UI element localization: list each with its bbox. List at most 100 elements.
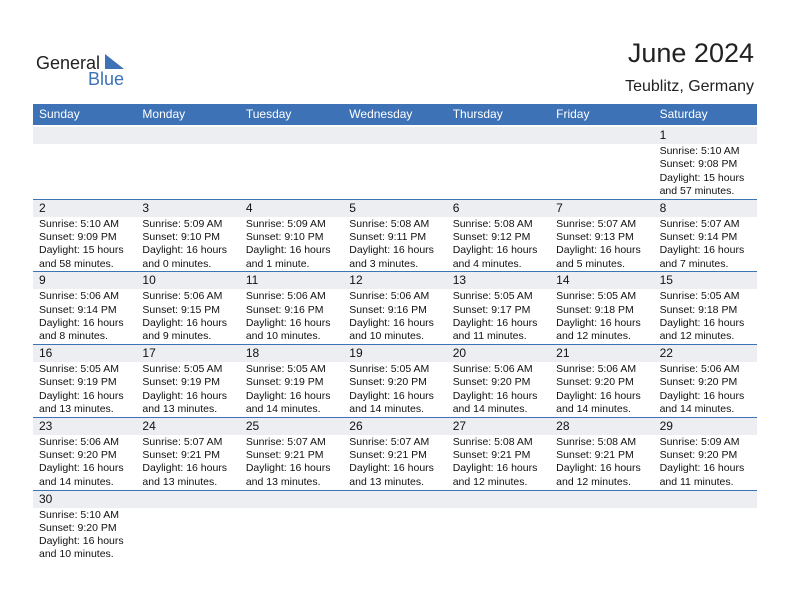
- day-info: and 13 minutes.: [142, 403, 218, 415]
- day-info: and 10 minutes.: [349, 330, 424, 343]
- day-info: Sunset: 9:20 PM: [452, 376, 531, 389]
- day-info: and 5 minutes.: [556, 257, 626, 270]
- day-info: Sunset: 9:20 PM: [39, 449, 117, 462]
- weekday-label: Friday: [556, 107, 590, 121]
- week-rule: [33, 416, 757, 418]
- day-info: Sunset: 9:21 PM: [349, 449, 427, 462]
- day-number: 25: [245, 418, 260, 433]
- day-number: 6: [452, 200, 460, 215]
- day-info: Sunrise: 5:07 AM: [142, 435, 223, 448]
- day-number: 24: [142, 418, 156, 433]
- day-number: 13: [452, 273, 467, 288]
- day-info: and 14 minutes.: [556, 403, 631, 415]
- day-info: Sunrise: 5:09 AM: [245, 217, 326, 230]
- day-info: and 11 minutes.: [659, 475, 734, 488]
- day-info: Sunrise: 5:06 AM: [349, 290, 430, 303]
- weekday-label: Thursday: [452, 107, 503, 121]
- day-info: Daylight: 16 hours: [452, 317, 538, 329]
- day-info: Sunset: 9:20 PM: [659, 376, 738, 389]
- date-band: [33, 199, 757, 217]
- day-info: and 10 minutes.: [39, 548, 114, 561]
- logo-word: General: [36, 53, 100, 73]
- day-info: Sunrise: 5:08 AM: [556, 435, 637, 448]
- day-info: Sunset: 9:20 PM: [39, 521, 117, 534]
- day-info: Sunset: 9:14 PM: [39, 303, 117, 316]
- date-band: [33, 272, 757, 290]
- day-number: 11: [245, 273, 259, 288]
- day-info: and 58 minutes.: [39, 257, 114, 270]
- day-info: Sunset: 9:08 PM: [659, 158, 738, 171]
- day-number: 1: [659, 128, 667, 142]
- weekday-header: [33, 104, 757, 125]
- day-info: and 10 minutes.: [245, 330, 321, 343]
- day-info: Sunrise: 5:06 AM: [659, 363, 740, 376]
- day-number: 21: [556, 346, 570, 361]
- day-info: and 4 minutes.: [452, 257, 522, 270]
- day-number: 29: [659, 418, 673, 433]
- week-rule: [33, 271, 757, 273]
- day-info: Daylight: 16 hours: [142, 317, 228, 329]
- date-band: [33, 417, 757, 435]
- day-number: 18: [245, 346, 260, 361]
- day-info: and 14 minutes.: [659, 403, 735, 415]
- week-rule: [33, 198, 757, 200]
- day-number: 16: [39, 346, 53, 361]
- day-info: and 7 minutes.: [659, 257, 729, 270]
- day-info: Daylight: 15 hours: [39, 244, 124, 257]
- day-number: 2: [39, 200, 46, 215]
- day-info: Sunset: 9:21 PM: [452, 449, 531, 462]
- day-info: Daylight: 16 hours: [349, 462, 434, 475]
- day-number: 8: [659, 200, 667, 215]
- day-info: and 1 minute.: [245, 257, 310, 270]
- day-info: Daylight: 16 hours: [452, 389, 538, 402]
- day-info: Sunset: 9:20 PM: [349, 376, 427, 389]
- day-info: Daylight: 16 hours: [659, 462, 745, 475]
- day-info: Daylight: 15 hours: [659, 171, 745, 184]
- day-info: Daylight: 16 hours: [39, 317, 124, 329]
- day-info: Sunset: 9:20 PM: [659, 449, 738, 462]
- weekday-label: Monday: [142, 107, 186, 121]
- day-info: Sunrise: 5:08 AM: [452, 217, 533, 230]
- day-info: and 13 minutes.: [349, 475, 424, 488]
- day-info: Sunrise: 5:06 AM: [556, 363, 637, 376]
- day-number: 12: [349, 273, 363, 288]
- day-number: 5: [349, 200, 356, 215]
- day-info: Sunrise: 5:10 AM: [39, 508, 119, 521]
- day-info: and 3 minutes.: [349, 257, 419, 270]
- day-number: 22: [659, 346, 673, 361]
- day-info: Sunrise: 5:08 AM: [452, 435, 533, 448]
- day-info: Sunrise: 5:05 AM: [349, 363, 430, 376]
- day-info: and 9 minutes.: [142, 330, 212, 343]
- logo-triangle: [105, 54, 124, 69]
- day-info: and 13 minutes.: [142, 475, 218, 488]
- day-info: and 13 minutes.: [39, 403, 114, 415]
- day-number: 26: [349, 418, 363, 433]
- day-info: Daylight: 16 hours: [39, 462, 124, 475]
- weekday-label: Tuesday: [245, 107, 292, 121]
- day-info: Sunrise: 5:06 AM: [452, 363, 533, 376]
- day-info: and 0 minutes.: [142, 257, 212, 270]
- day-number: 19: [349, 346, 363, 361]
- date-band: [33, 345, 757, 363]
- day-info: and 14 minutes.: [349, 403, 424, 415]
- day-info: Daylight: 16 hours: [39, 535, 124, 548]
- day-info: Sunrise: 5:06 AM: [39, 290, 119, 303]
- day-number: 17: [142, 346, 156, 361]
- day-number: 20: [452, 346, 467, 361]
- day-info: Sunrise: 5:07 AM: [245, 435, 326, 448]
- day-info: Sunrise: 5:06 AM: [142, 290, 223, 303]
- day-info: Sunrise: 5:05 AM: [245, 363, 326, 376]
- calendar-title: June 2024: [627, 38, 754, 68]
- day-info: Sunrise: 5:05 AM: [452, 290, 533, 303]
- day-info: Sunrise: 5:08 AM: [349, 217, 430, 230]
- week-rule: [33, 344, 757, 346]
- day-info: Sunset: 9:18 PM: [659, 303, 738, 316]
- day-info: Daylight: 16 hours: [245, 462, 331, 475]
- day-info: and 14 minutes.: [39, 475, 114, 488]
- day-info: Sunrise: 5:09 AM: [659, 435, 740, 448]
- day-info: and 8 minutes.: [39, 330, 108, 343]
- day-info: and 12 minutes.: [556, 475, 631, 488]
- day-info: Sunset: 9:19 PM: [142, 376, 221, 389]
- day-info: and 57 minutes.: [659, 184, 735, 197]
- day-info: Sunset: 9:13 PM: [556, 231, 634, 243]
